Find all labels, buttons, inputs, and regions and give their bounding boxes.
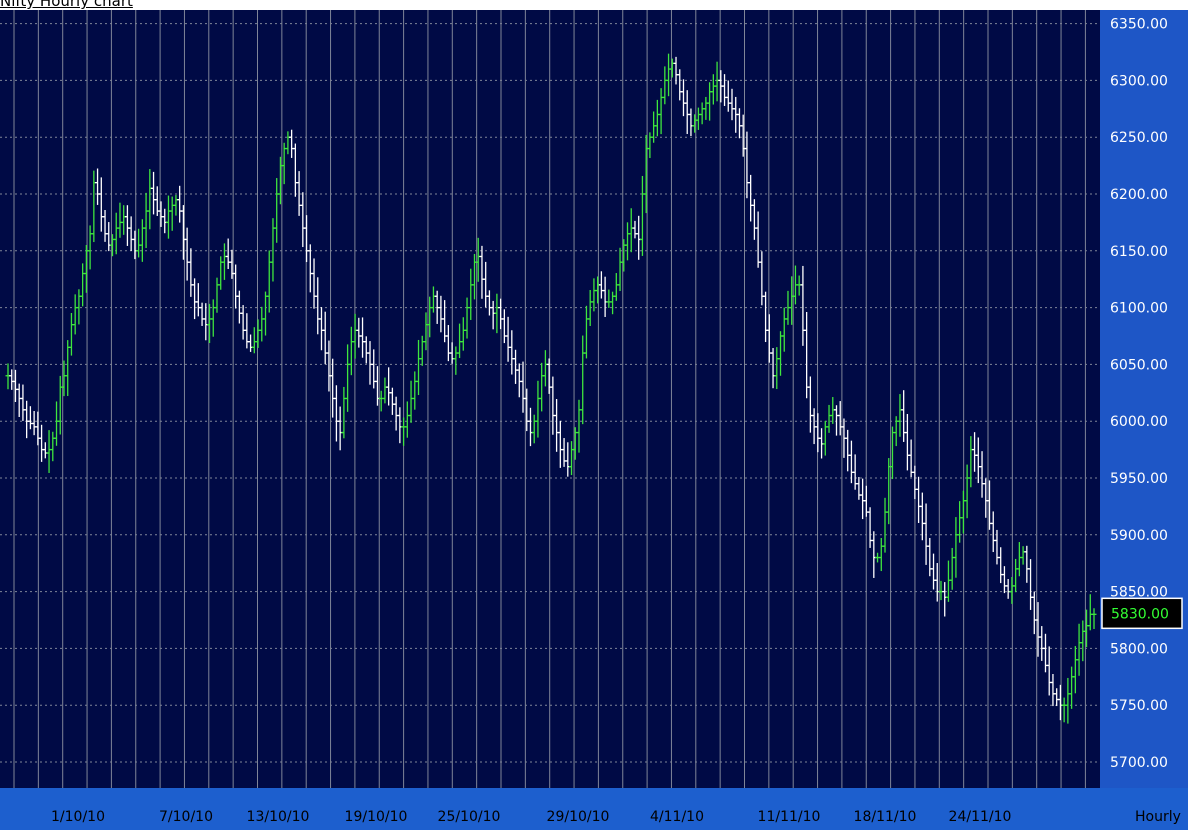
vertical-gridlines [13,10,1086,788]
y-tick-label: 5850.00 [1110,585,1168,601]
price-bars [5,53,1097,724]
horizontal-gridlines [0,23,1100,763]
chart-title: Nifty Hourly chart [0,0,133,10]
y-tick-label: 5950.00 [1110,471,1168,487]
x-tick-label: 13/10/10 [247,809,310,825]
y-tick-label: 5800.00 [1110,641,1168,657]
y-tick-label: 6200.00 [1110,187,1168,203]
y-tick-label: 6100.00 [1110,301,1168,317]
y-tick-label: 6050.00 [1110,357,1168,373]
y-axis-labels: 5700.00 5750.00 5800.00 5850.00 5900.00 5950.… [1110,17,1168,771]
y-tick-label: 6350.00 [1110,17,1168,33]
x-tick-label: 7/10/10 [159,809,213,825]
y-tick-label: 6300.00 [1110,73,1168,89]
y-tick-label: 6150.00 [1110,244,1168,260]
interval-label: Hourly [1135,809,1181,825]
current-price-marker: 5830.00 [1101,597,1183,630]
x-tick-label: 19/10/10 [345,809,408,825]
y-tick-label: 6000.00 [1110,414,1168,430]
x-axis-labels: 1/10/10 7/10/10 13/10/10 19/10/10 25/10/10 29… [51,809,1011,825]
current-price-label: 5830.00 [1111,606,1169,622]
x-tick-label: 1/10/10 [51,809,105,825]
current-price-box [1101,597,1183,630]
x-tick-label: 4/11/10 [650,809,704,825]
y-axis-panel [1100,10,1188,788]
x-tick-label: 11/11/10 [758,809,821,825]
y-tick-label: 5700.00 [1110,755,1168,771]
x-axis-panel [0,788,1188,830]
up-bar [1091,608,1097,629]
x-tick-label: 24/11/10 [949,809,1012,825]
y-tick-label: 6250.00 [1110,130,1168,146]
x-tick-label: 25/10/10 [438,809,501,825]
y-tick-label: 5900.00 [1110,528,1168,544]
y-tick-label: 5750.00 [1110,698,1168,714]
x-tick-label: 18/11/10 [854,809,917,825]
x-tick-label: 29/10/10 [547,809,610,825]
